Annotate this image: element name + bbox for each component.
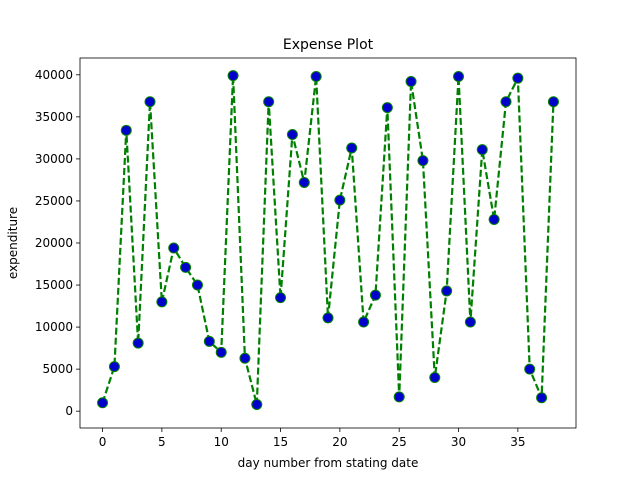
- data-point: [524, 363, 536, 375]
- data-point: [227, 70, 239, 82]
- data-point: [191, 279, 203, 291]
- data-point: [263, 96, 275, 108]
- y-tick-label: 25000: [35, 194, 73, 208]
- data-point: [97, 397, 109, 409]
- x-tick-label: 15: [273, 435, 288, 449]
- data-point: [476, 144, 488, 156]
- x-axis-label: day number from stating date: [238, 456, 419, 470]
- y-tick-label: 0: [65, 404, 73, 418]
- data-point: [464, 316, 476, 328]
- data-point: [488, 213, 500, 225]
- y-tick-label: 30000: [35, 152, 73, 166]
- data-point: [429, 372, 441, 384]
- data-point: [393, 391, 405, 403]
- y-axis-label: expenditure: [6, 207, 20, 279]
- data-point: [453, 71, 465, 82]
- x-tick-label: 10: [214, 435, 229, 449]
- data-point: [168, 242, 180, 254]
- y-tick-label: 15000: [35, 278, 73, 292]
- data-point: [215, 346, 227, 358]
- series-line: [101, 74, 555, 406]
- data-point: [500, 96, 512, 108]
- data-point: [144, 96, 156, 108]
- y-tick-label: 10000: [35, 320, 73, 334]
- data-point: [417, 155, 429, 167]
- x-tick-label: 5: [158, 435, 166, 449]
- axes-frame: [79, 57, 577, 429]
- chart-title: Expense Plot: [283, 37, 374, 53]
- data-point: [239, 352, 251, 364]
- data-point: [369, 289, 381, 301]
- data-point: [203, 335, 215, 347]
- data-point: [180, 261, 192, 273]
- x-tick-label: 30: [451, 435, 466, 449]
- y-tick-label: 35000: [35, 110, 73, 124]
- data-point: [536, 392, 548, 404]
- data-point: [346, 142, 358, 154]
- data-point: [405, 76, 417, 88]
- data-point: [547, 96, 559, 108]
- x-tick-label: 35: [510, 435, 525, 449]
- x-axis: 0 5 10 15 20 25 30 35: [99, 428, 525, 449]
- data-point: [275, 292, 287, 304]
- data-point: [120, 124, 132, 136]
- data-point: [132, 337, 144, 349]
- y-tick-label: 40000: [35, 68, 73, 82]
- data-point: [108, 361, 120, 373]
- data-point: [310, 71, 322, 82]
- plot-area: [97, 70, 559, 410]
- data-point: [156, 296, 168, 308]
- data-point: [251, 398, 263, 410]
- y-tick-label: 5000: [42, 362, 73, 376]
- data-point: [358, 316, 370, 328]
- data-point: [286, 129, 298, 141]
- y-tick-label: 20000: [35, 236, 73, 250]
- data-point: [441, 285, 453, 297]
- data-point: [512, 72, 524, 84]
- x-tick-label: 0: [99, 435, 107, 449]
- data-point: [298, 176, 310, 188]
- data-point: [334, 194, 346, 206]
- x-tick-label: 20: [332, 435, 347, 449]
- data-point: [381, 102, 393, 114]
- data-point: [322, 312, 334, 324]
- x-tick-label: 25: [392, 435, 407, 449]
- y-axis: 0 5000 10000 15000 20000 25000 30000 35000 40000: [35, 68, 80, 418]
